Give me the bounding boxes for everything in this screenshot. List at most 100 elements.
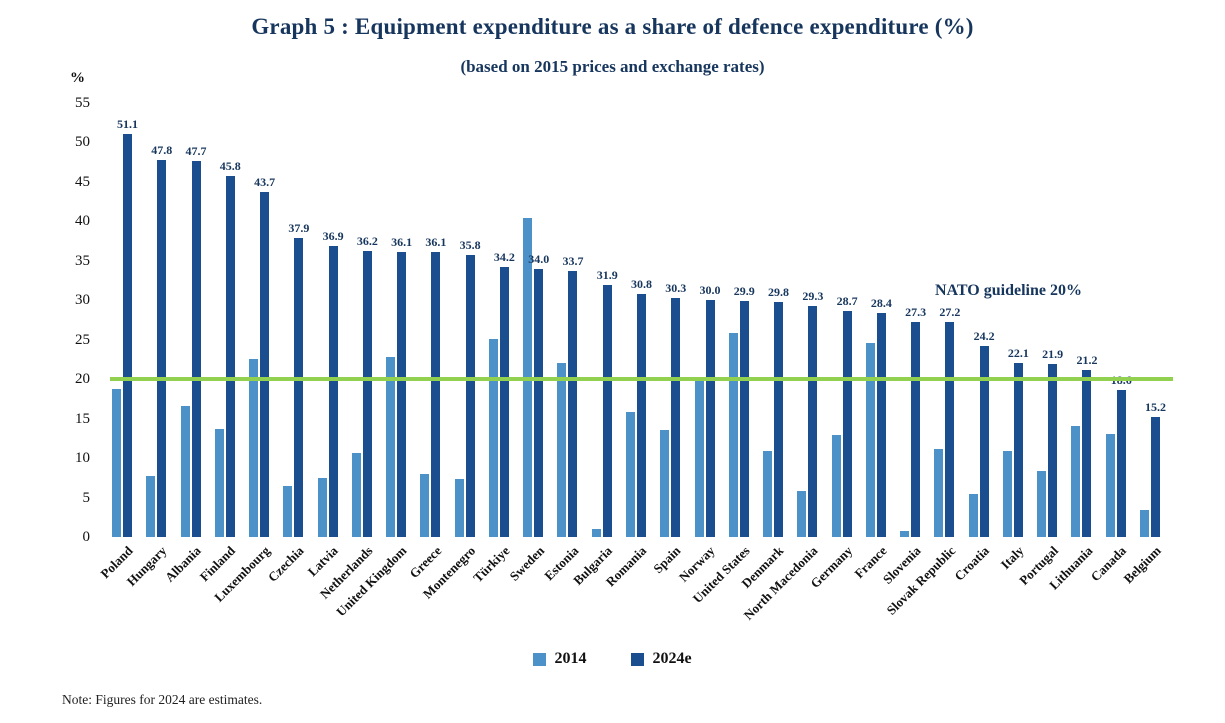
legend: 2014 2024e [0,650,1225,668]
value-label: 15.2 [1144,400,1166,415]
bar-2024e: 31.9 [597,268,618,537]
bar-2024e: 33.7 [562,254,583,537]
value-label: 30.8 [630,276,652,291]
bar-2024e: 30.8 [631,277,652,537]
bar-group: 30.8 Romania [603,103,652,589]
bar-group: 45.8 Finland [197,103,241,585]
bar-2014 [660,430,670,537]
value-label: 29.3 [802,288,824,303]
bar-group: 22.1 Italy [998,103,1029,572]
bar-2014 [386,357,396,537]
bar-2014 [625,412,635,537]
plot-area: 51.1 Poland 47.8 Hungary 47.7 Albania 45.8 Finl… [97,103,1166,623]
bar-2024e: 37.9 [288,221,309,537]
bar-group: 28.4 France [851,103,892,581]
bar-2024e: 35.8 [460,238,481,537]
legend-swatch-2014 [533,652,547,666]
bar-group: 29.9 United States [689,103,754,606]
value-label: 29.8 [768,284,790,299]
bar-2014 [1105,434,1115,537]
bar-2014 [180,406,190,537]
value-label: 47.7 [185,143,207,158]
legend-label-2014: 2014 [554,650,587,667]
bar-2024e: 43.7 [254,175,275,537]
bar-group: 24.2 Croatia [952,103,995,584]
country-label: Belgium [1120,543,1164,587]
nato-guideline-line [110,377,1173,382]
value-label: 43.7 [254,175,276,190]
bar-group: 34.0 Sweden [506,103,549,584]
bar-2014 [351,453,361,537]
bar-group: 27.2 Slovak Republic [883,103,960,617]
chart-subtitle: (based on 2015 prices and exchange rates… [460,57,765,76]
bar-2024e: 22.1 [1008,346,1029,537]
value-label: 21.2 [1076,352,1098,367]
bar-group: 33.7 Estonia [541,103,584,583]
value-label: 51.1 [117,116,138,131]
value-label: 34.2 [493,250,515,265]
y-tick-label: 40 [75,213,90,230]
bar-2024e: 29.8 [768,285,789,537]
value-label: 45.8 [219,158,241,173]
value-label: 31.9 [596,268,618,283]
bar-2024e: 36.2 [357,234,378,537]
bar-group: 37.9 Czechia [265,103,309,585]
bar-2024e: 34.0 [528,252,549,537]
country-label: Albania [162,543,205,585]
country-label: Sweden [506,543,547,584]
bar-2014 [317,477,327,537]
value-label: 24.2 [973,329,995,344]
y-tick-label: 5 [82,489,91,506]
bar-group: 36.1 Greece [406,103,446,581]
y-tick-label: 35 [75,252,90,269]
bar-2014 [283,485,293,537]
value-label: 27.3 [905,304,927,319]
bar-2024e: 21.2 [1076,353,1097,537]
bar-group: 15.2 Belgium [1120,103,1166,586]
bar-2024e: 15.2 [1145,400,1166,537]
legend-item-2024e: 2024e [631,650,692,668]
bar-2014 [968,493,978,537]
bar-group: 21.2 Lithuania [1046,103,1098,593]
y-tick-label: 15 [75,410,90,427]
legend-label-2024e: 2024e [652,650,692,667]
bar-2014 [454,478,464,537]
bar-group: 36.9 Latvia [305,103,344,579]
bar-group: 21.9 Portugal [1016,103,1063,588]
bar-2014 [728,332,738,537]
bar-2014 [591,529,601,537]
bar-group: 43.7 Luxembourg [211,103,275,605]
country-label: Croatia [951,543,993,584]
bar-group: 30.0 Norway [676,103,720,584]
y-tick-label: 25 [75,331,90,348]
value-label: 22.1 [1007,345,1029,360]
bar-2014 [694,380,704,537]
bar-2024e: 27.3 [905,305,926,537]
value-label: 21.9 [1042,347,1064,362]
y-tick-label: 20 [75,371,90,388]
bar-2024e: 47.7 [186,144,207,537]
bar-2014 [557,363,567,537]
bar-group: 51.1 Poland [97,103,138,581]
value-label: 35.8 [459,237,481,252]
bar-2014 [934,449,944,537]
bar-2014 [797,491,807,537]
bar-2014 [214,428,224,537]
bar-2014 [1037,470,1047,537]
bar-2024e: 36.9 [323,229,344,537]
value-label: 36.1 [391,235,413,250]
bar-2014 [146,476,156,537]
bar-group: 27.3 Slovenia [880,103,926,587]
bar-2024e: 36.1 [391,235,412,537]
note-text: Note: Figures for 2024 are estimates. [62,692,263,707]
bar-2024e: 18.6 [1111,373,1132,537]
bar-group: 36.2 Netherlands [317,103,378,601]
bar-group: 36.1 United Kingdom [333,103,412,619]
bar-2014 [1071,425,1081,537]
y-axis-unit-label: % [70,70,85,86]
bar-group: 30.3 Spain [651,103,686,576]
y-tick-label: 55 [75,95,90,111]
bar-2014 [488,338,498,537]
bar-2024e: 36.1 [425,235,446,537]
value-label: 36.9 [322,228,344,243]
